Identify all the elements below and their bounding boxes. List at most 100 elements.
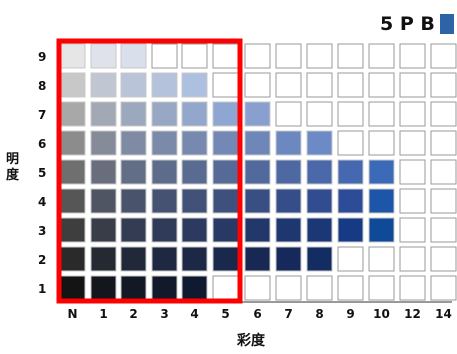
swatch-v9-c7 — [275, 43, 302, 69]
swatch-v8-c14 — [430, 72, 457, 98]
swatch-v3-c5 — [212, 217, 239, 243]
value-tick-1: 1 — [38, 282, 46, 296]
chroma-tick-14: 14 — [435, 307, 452, 321]
swatch-v1-c14 — [430, 275, 457, 301]
swatch-v7-c5 — [212, 101, 239, 127]
chroma-tick-9: 9 — [346, 307, 354, 321]
swatch-v2-c2 — [120, 246, 147, 272]
swatch-v6-cN — [59, 130, 86, 156]
value-tick-5: 5 — [38, 166, 46, 180]
chroma-tick-7: 7 — [284, 307, 292, 321]
y-axis-label-char-2: 度 — [6, 167, 20, 183]
swatch-v8-c1 — [90, 72, 117, 98]
swatch-v7-c6 — [244, 101, 271, 127]
swatch-v4-c10 — [368, 188, 395, 214]
value-tick-6: 6 — [38, 137, 46, 151]
swatch-v9-c8 — [306, 43, 333, 69]
swatch-v1-c8 — [306, 275, 333, 301]
swatch-v7-c9 — [337, 101, 364, 127]
swatch-v6-c9 — [337, 130, 364, 156]
swatch-v3-c6 — [244, 217, 271, 243]
swatch-v5-c14 — [430, 159, 457, 185]
swatch-v1-c5 — [212, 275, 239, 301]
swatch-v9-c10 — [368, 43, 395, 69]
swatch-v4-c7 — [275, 188, 302, 214]
chroma-tick-4: 4 — [190, 307, 198, 321]
swatch-v6-c10 — [368, 130, 395, 156]
swatch-v8-c12 — [399, 72, 426, 98]
swatch-v3-cN — [59, 217, 86, 243]
swatch-v9-c9 — [337, 43, 364, 69]
swatch-v9-c14 — [430, 43, 457, 69]
swatch-v9-c2 — [120, 43, 147, 69]
swatch-v7-cN — [59, 101, 86, 127]
chroma-tick-1: 1 — [99, 307, 107, 321]
swatch-v6-c1 — [90, 130, 117, 156]
swatch-v6-c7 — [275, 130, 302, 156]
value-tick-2: 2 — [38, 253, 46, 267]
swatch-v3-c1 — [90, 217, 117, 243]
chroma-tick-5: 5 — [221, 307, 229, 321]
swatch-v3-c9 — [337, 217, 364, 243]
swatch-v5-c5 — [212, 159, 239, 185]
swatch-v8-c5 — [212, 72, 239, 98]
swatch-v1-c6 — [244, 275, 271, 301]
swatch-v4-c12 — [399, 188, 426, 214]
color-grid — [59, 43, 457, 301]
swatch-v3-c10 — [368, 217, 395, 243]
swatch-v9-c1 — [90, 43, 117, 69]
swatch-v5-c4 — [181, 159, 208, 185]
swatch-v7-c10 — [368, 101, 395, 127]
value-tick-9: 9 — [38, 50, 46, 64]
chroma-tick-2: 2 — [129, 307, 137, 321]
value-tick-7: 7 — [38, 108, 46, 122]
swatch-v3-c7 — [275, 217, 302, 243]
swatch-v4-c1 — [90, 188, 117, 214]
swatch-v8-cN — [59, 72, 86, 98]
swatch-v2-c7 — [275, 246, 302, 272]
swatch-v6-c4 — [181, 130, 208, 156]
swatch-v7-c12 — [399, 101, 426, 127]
swatch-v3-c14 — [430, 217, 457, 243]
swatch-v4-c3 — [151, 188, 178, 214]
hue-swatch — [440, 14, 454, 34]
swatch-v7-c8 — [306, 101, 333, 127]
swatch-v1-c1 — [90, 275, 117, 301]
swatch-v2-c8 — [306, 246, 333, 272]
x-axis-label: 彩度 — [236, 332, 266, 349]
swatch-v8-c4 — [181, 72, 208, 98]
swatch-v2-c5 — [212, 246, 239, 272]
swatch-v4-c2 — [120, 188, 147, 214]
swatch-v8-c3 — [151, 72, 178, 98]
swatch-v6-c6 — [244, 130, 271, 156]
chroma-tick-8: 8 — [315, 307, 323, 321]
hue-label: 5 P B — [380, 13, 435, 35]
swatch-v8-c8 — [306, 72, 333, 98]
swatch-v4-c8 — [306, 188, 333, 214]
swatch-v2-c6 — [244, 246, 271, 272]
swatch-v4-c6 — [244, 188, 271, 214]
swatch-v7-c4 — [181, 101, 208, 127]
chroma-tick-12: 12 — [404, 307, 421, 321]
swatch-v1-cN — [59, 275, 86, 301]
swatch-v3-c3 — [151, 217, 178, 243]
swatch-v7-c2 — [120, 101, 147, 127]
swatch-v5-c6 — [244, 159, 271, 185]
swatch-v9-c3 — [151, 43, 178, 69]
swatch-v6-c5 — [212, 130, 239, 156]
value-tick-3: 3 — [38, 224, 46, 238]
swatch-v3-c8 — [306, 217, 333, 243]
swatch-v9-cN — [59, 43, 86, 69]
swatch-v1-c4 — [181, 275, 208, 301]
swatch-v6-c12 — [399, 130, 426, 156]
swatch-v4-c5 — [212, 188, 239, 214]
swatch-v2-c1 — [90, 246, 117, 272]
y-axis-label-char-1: 明 — [6, 152, 19, 167]
swatch-v8-c9 — [337, 72, 364, 98]
swatch-v4-cN — [59, 188, 86, 214]
swatch-v9-c12 — [399, 43, 426, 69]
swatch-v7-c7 — [275, 101, 302, 127]
swatch-v2-c12 — [399, 246, 426, 272]
swatch-v3-c4 — [181, 217, 208, 243]
